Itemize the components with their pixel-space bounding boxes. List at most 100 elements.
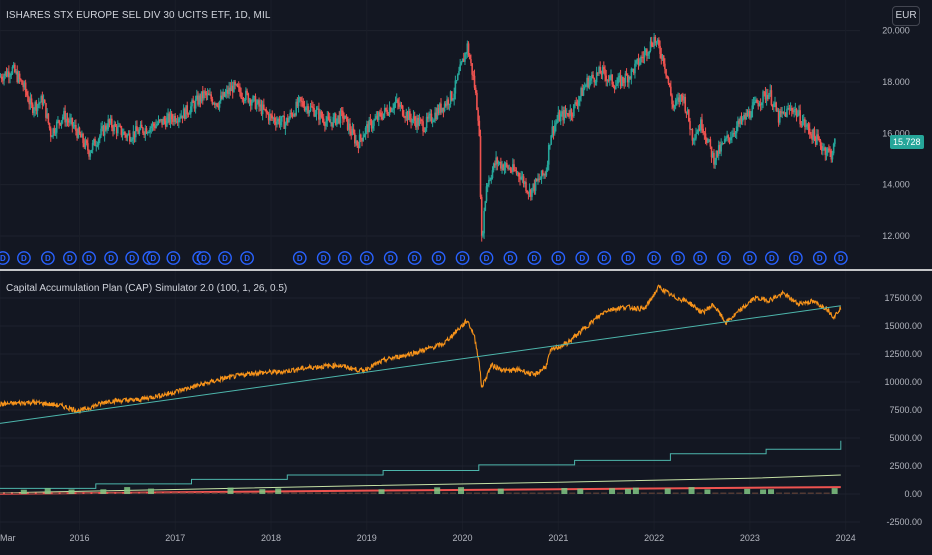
- candle-body: [526, 190, 529, 193]
- histogram-bar: [426, 492, 433, 494]
- dividend-marker[interactable]: D: [742, 251, 757, 265]
- dividend-marker[interactable]: D: [240, 251, 254, 265]
- candle-body: [388, 107, 391, 116]
- candle-body: [568, 115, 570, 117]
- candle-body: [148, 132, 150, 134]
- dividend-marker[interactable]: D: [383, 251, 398, 265]
- candle-body: [679, 94, 682, 102]
- dividend-marker[interactable]: D: [503, 251, 518, 265]
- dividend-marker[interactable]: D: [717, 251, 731, 265]
- dividend-marker[interactable]: D: [551, 251, 566, 265]
- dividend-marker[interactable]: D: [788, 251, 803, 265]
- candle-body: [477, 110, 479, 121]
- candle-body: [710, 146, 713, 158]
- candle-body: [198, 95, 200, 105]
- candle-body: [23, 82, 26, 88]
- histogram-bar: [481, 492, 488, 494]
- candle-body: [85, 140, 88, 144]
- candle-body: [607, 79, 610, 81]
- candle-body: [411, 119, 414, 123]
- dividend-marker[interactable]: D: [621, 251, 636, 265]
- dividend-marker[interactable]: D: [833, 251, 848, 265]
- dividend-marker[interactable]: D: [146, 251, 161, 265]
- dividend-marker[interactable]: D: [17, 251, 31, 265]
- candle-body: [391, 109, 393, 112]
- candle-body: [236, 84, 239, 87]
- dividend-marker[interactable]: D: [63, 251, 77, 265]
- candle-body: [383, 107, 386, 114]
- dividend-marker[interactable]: D: [40, 251, 55, 265]
- candle-body: [152, 123, 155, 126]
- histogram-bar: [752, 492, 759, 494]
- dividend-marker[interactable]: D: [597, 251, 612, 265]
- candle-body: [18, 73, 21, 80]
- dividend-marker[interactable]: D: [527, 251, 542, 265]
- dividend-marker[interactable]: D: [455, 251, 470, 265]
- dividend-marker[interactable]: D: [407, 251, 422, 265]
- candle-body: [507, 165, 509, 170]
- histogram-bar: [44, 488, 51, 494]
- candle-body: [522, 176, 525, 185]
- candle-body: [275, 121, 277, 125]
- dividend-marker[interactable]: D: [575, 251, 590, 265]
- candle-body: [222, 92, 224, 99]
- dividend-marker[interactable]: D: [693, 251, 707, 265]
- histogram-bar: [601, 492, 608, 494]
- candle-body: [807, 124, 810, 129]
- candle-body: [269, 114, 271, 121]
- svg-text:D: D: [601, 254, 607, 263]
- svg-text:D: D: [675, 254, 681, 263]
- indicator-y-tick-label: 10000.00: [884, 377, 922, 387]
- histogram-bar: [704, 489, 711, 494]
- dividend-marker[interactable]: D: [197, 251, 211, 265]
- candle-body: [425, 116, 428, 128]
- candle-body: [240, 92, 242, 98]
- candle-body: [374, 118, 376, 121]
- candle-body: [485, 186, 488, 202]
- candle-body: [707, 140, 709, 143]
- candle-body: [690, 129, 693, 131]
- dividend-marker[interactable]: D: [125, 251, 140, 265]
- candle-body: [603, 67, 605, 70]
- candle-body: [649, 41, 652, 51]
- candle-body: [257, 100, 259, 104]
- dividend-marker[interactable]: D: [337, 251, 352, 265]
- dividend-marker[interactable]: D: [764, 251, 779, 265]
- svg-text:D: D: [321, 254, 327, 263]
- dividend-marker[interactable]: D: [479, 251, 494, 265]
- candle-body: [495, 157, 497, 166]
- candle-body: [296, 101, 299, 107]
- histogram-bar: [712, 492, 719, 494]
- dividend-marker[interactable]: D: [647, 251, 661, 265]
- candle-body: [328, 119, 331, 123]
- candle-body: [520, 177, 523, 180]
- candle-body: [133, 131, 136, 138]
- candle-body: [699, 119, 702, 131]
- candle-body: [664, 63, 666, 70]
- candle-body: [321, 117, 324, 119]
- dividend-marker[interactable]: D: [671, 251, 685, 265]
- dividend-marker[interactable]: D: [431, 251, 446, 265]
- dividend-marker[interactable]: D: [292, 251, 307, 265]
- dividend-marker[interactable]: D: [316, 251, 331, 265]
- dividend-marker[interactable]: D: [0, 251, 10, 265]
- dividend-marker[interactable]: D: [812, 251, 827, 265]
- indicator-y-tick-label: 15000.00: [884, 321, 922, 331]
- candle-body: [63, 110, 65, 117]
- dividend-marker[interactable]: D: [82, 251, 96, 265]
- candle-body: [245, 90, 247, 101]
- dividend-marker[interactable]: D: [166, 251, 181, 265]
- candle-body: [775, 102, 778, 111]
- dividend-marker[interactable]: D: [104, 251, 118, 265]
- candle-body: [387, 114, 390, 116]
- candle-body: [562, 111, 564, 121]
- candle-body: [519, 176, 521, 180]
- dividend-marker[interactable]: D: [359, 251, 374, 265]
- candle-body: [617, 77, 619, 84]
- candle-body: [94, 139, 96, 147]
- currency-button[interactable]: EUR: [892, 6, 920, 26]
- svg-text:D: D: [297, 254, 303, 263]
- candle-body: [154, 125, 156, 128]
- dividend-marker[interactable]: D: [218, 251, 232, 265]
